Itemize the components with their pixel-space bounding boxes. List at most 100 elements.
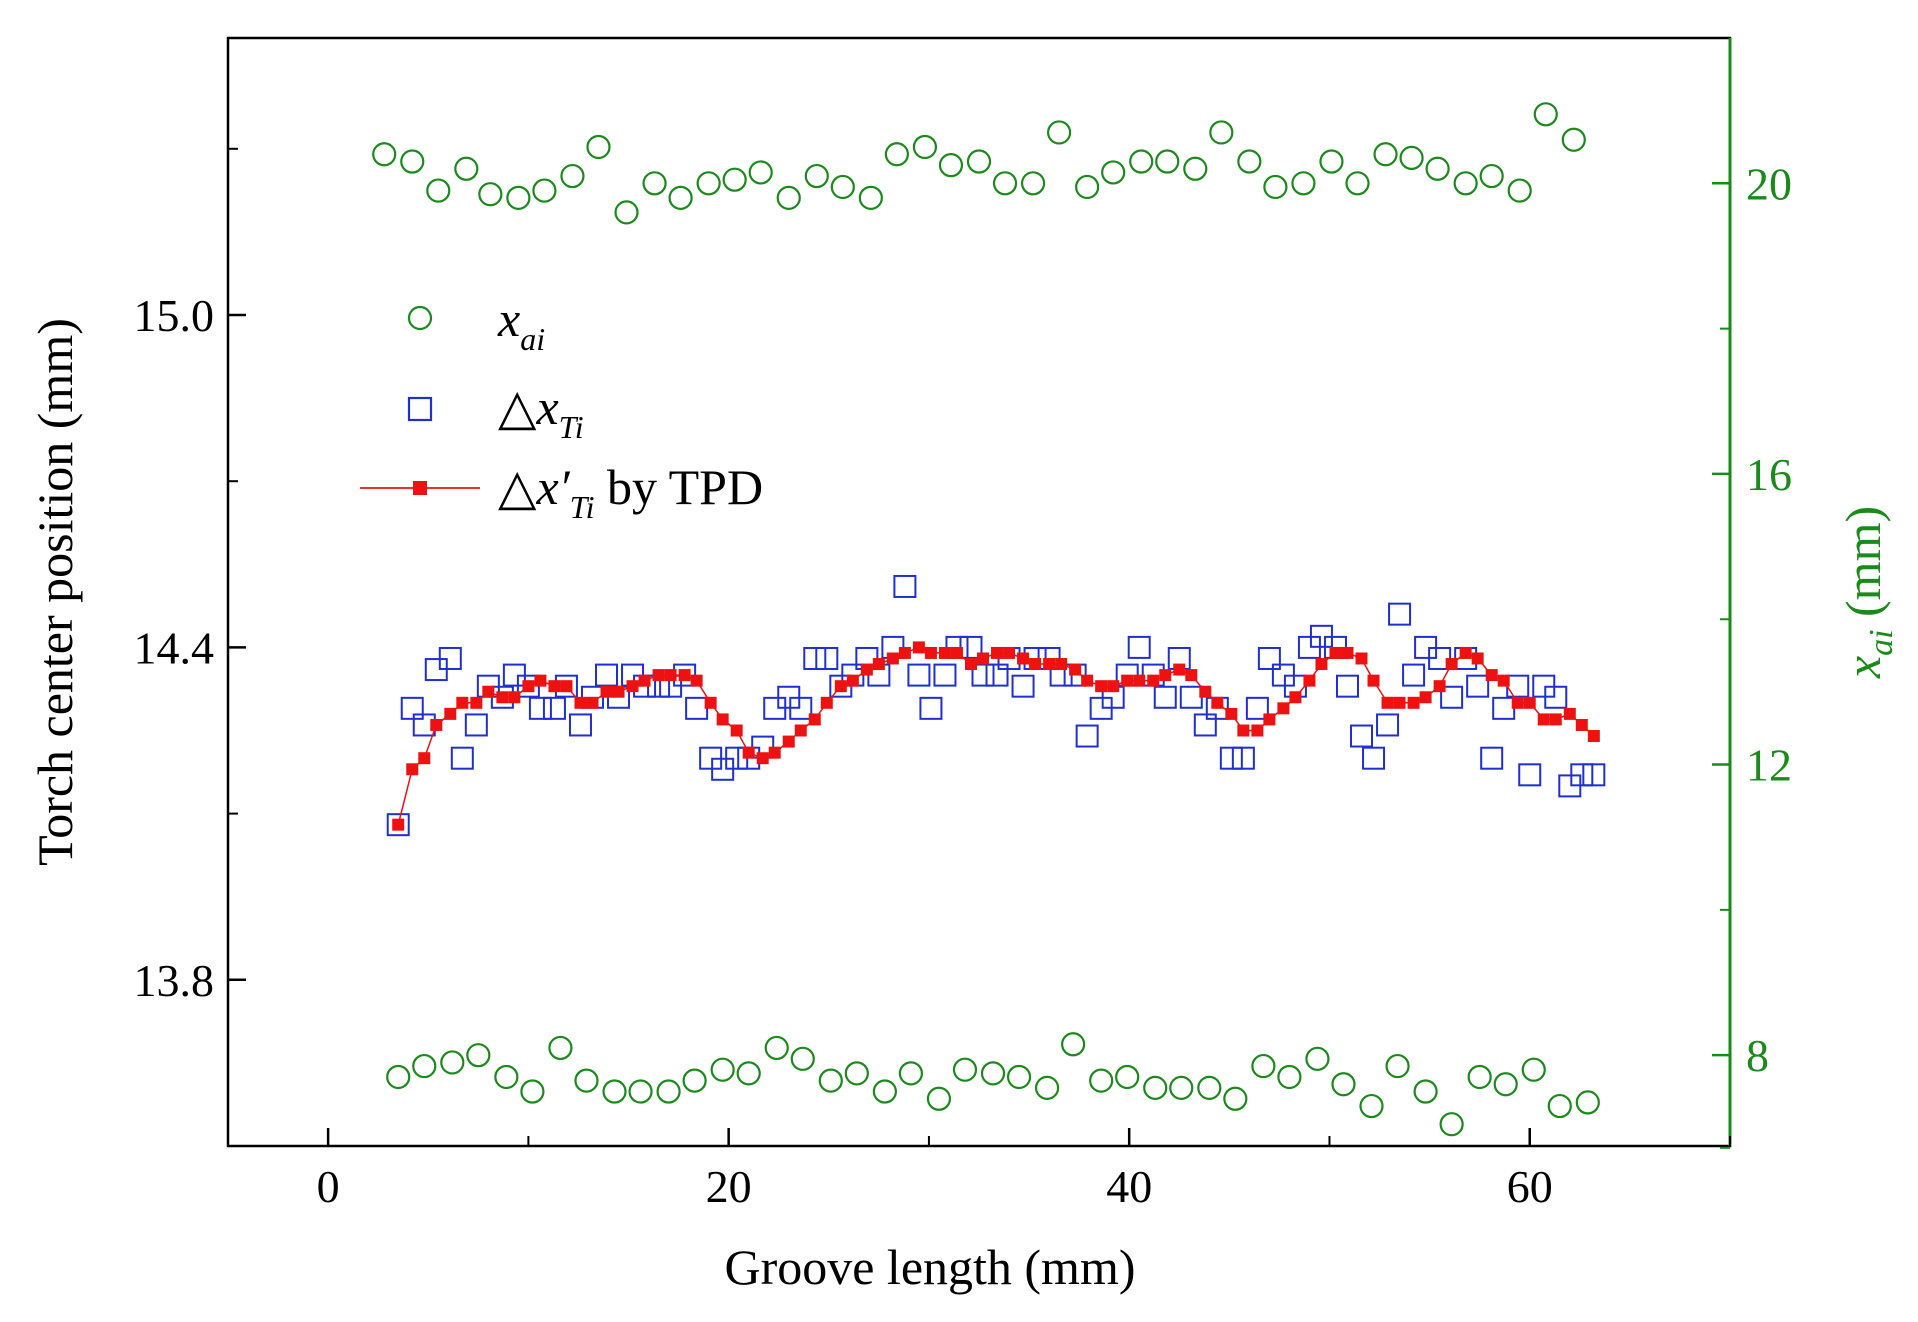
- delta-x-ti-prime-point: [1523, 696, 1536, 709]
- xai-point: [1169, 1075, 1194, 1100]
- delta-x-ti-prime-point: [1003, 646, 1016, 659]
- legend-item-xai: xai: [407, 291, 545, 357]
- delta-x-ti-point: [789, 696, 813, 720]
- x-axis-ticks: 0 20 40 60: [317, 1128, 1731, 1212]
- xai-point: [574, 1068, 599, 1093]
- y-axis-label: Torch center position (mm): [27, 318, 83, 866]
- legend-label-xai: xai: [497, 291, 545, 357]
- xai-point: [1359, 1093, 1384, 1119]
- xai-point: [1319, 149, 1344, 174]
- xai-point: [642, 171, 667, 196]
- xai-point: [858, 185, 883, 210]
- delta-x-ti-point: [803, 646, 827, 670]
- legend-marker-xai: [407, 305, 433, 331]
- xai-point: [1291, 171, 1316, 196]
- y-tick-label: 14.4: [134, 622, 215, 673]
- delta-x-ti-point: [815, 646, 839, 670]
- legend-item-delta-x-ti: △xTi: [407, 379, 584, 445]
- delta-x-ti-point: [1075, 724, 1099, 748]
- xai-point: [1047, 120, 1072, 145]
- xai-point: [748, 160, 773, 185]
- xai-point: [1251, 1053, 1276, 1079]
- right-y-axis-label-main: x: [1835, 656, 1891, 679]
- xai-point: [736, 1061, 761, 1086]
- delta-x-ti-point: [1362, 746, 1386, 770]
- delta-x-ti-point: [971, 663, 995, 687]
- xai-point: [1561, 127, 1586, 152]
- delta-x-ti-point: [919, 696, 943, 720]
- xai-point: [532, 178, 557, 203]
- delta-x-ti-prime-point: [1303, 674, 1316, 687]
- delta-x-ti-prime-point: [1419, 691, 1432, 704]
- delta-x-ti-prime-point: [846, 674, 859, 687]
- x-tick-label: 20: [706, 1161, 752, 1212]
- delta-x-ti-prime-point: [742, 746, 755, 759]
- delta-x-ti-point: [1492, 696, 1516, 720]
- delta-x-ti-point: [1544, 685, 1568, 709]
- delta-x-ti-prime-point: [1587, 730, 1600, 743]
- delta-x-ti-prime-point: [1029, 658, 1042, 671]
- delta-x-ti-prime-point: [1537, 713, 1550, 726]
- delta-x-ti-point: [1231, 746, 1255, 770]
- xai-point: [1237, 149, 1262, 174]
- delta-x-ti-prime-point: [898, 646, 911, 659]
- xai-point: [1467, 1064, 1492, 1090]
- xai-point: [926, 1086, 952, 1111]
- delta-x-ti-prime-point: [1159, 669, 1172, 682]
- delta-x-ti-prime-point: [418, 752, 431, 765]
- delta-x-ti-prime-point: [508, 691, 521, 704]
- delta-x-ti-prime-point: [886, 652, 899, 665]
- delta-x-ti-prime-point: [950, 646, 963, 659]
- delta-x-ti-prime-point: [1407, 696, 1420, 709]
- right-y-axis-ticks: 8 12 16 20: [1712, 158, 1792, 1149]
- xai-point: [710, 1057, 735, 1082]
- xai-point: [466, 1043, 491, 1068]
- delta-x-ti-prime-point: [1173, 663, 1186, 676]
- delta-x-ti-prime-point: [392, 818, 405, 831]
- xai-point: [884, 142, 909, 167]
- delta-x-ti-point: [1518, 763, 1542, 787]
- xai-point: [1034, 1075, 1060, 1100]
- delta-x-ti-prime-point: [1095, 680, 1108, 693]
- delta-x-ti-point: [1388, 602, 1412, 626]
- delta-x-ti-point: [685, 696, 709, 720]
- delta-x-ti-prime-point: [1211, 696, 1224, 709]
- delta-x-ti-prime-point: [1563, 707, 1576, 720]
- delta-x-ti-point: [595, 663, 619, 687]
- xai-point: [1183, 156, 1208, 181]
- delta-x-ti-point: [1466, 674, 1490, 698]
- delta-x-ti-prime-point: [678, 669, 691, 682]
- delta-x-ti-point: [1376, 713, 1400, 737]
- delta-x-ti-prime-point: [612, 685, 625, 698]
- delta-x-ti-point: [1219, 746, 1243, 770]
- delta-x-ti-prime-point: [808, 713, 821, 726]
- delta-x-ti-prime-point: [1055, 658, 1068, 671]
- delta-x-ti-prime-point: [652, 669, 665, 682]
- xai-point: [386, 1064, 411, 1090]
- delta-x-ti-prime-point: [496, 691, 509, 704]
- delta-x-ti-point: [1480, 746, 1504, 770]
- delta-x-ti-prime-point: [924, 646, 937, 659]
- delta-x-ti-prime-point: [1549, 713, 1562, 726]
- y2-tick-label: 20: [1746, 158, 1792, 209]
- xai-point: [966, 149, 992, 174]
- delta-x-ti-prime-point: [820, 696, 833, 709]
- delta-x-ti-prime-point: [638, 674, 651, 687]
- legend-marker-delta-x-ti: [407, 396, 433, 422]
- series-delta-x-ti-prime: [392, 641, 1600, 831]
- delta-x-ti-prime-point: [704, 696, 717, 709]
- x-tick-label: 60: [1507, 1161, 1553, 1212]
- xai-point: [722, 167, 747, 192]
- xai-point: [1385, 1053, 1410, 1079]
- delta-x-ti-prime-point: [1471, 652, 1484, 665]
- xai-point: [696, 171, 721, 196]
- delta-x-ti-prime-point: [1445, 658, 1458, 671]
- xai-point: [1155, 149, 1180, 174]
- delta-x-ti-point: [907, 663, 931, 687]
- delta-x-ti-point: [464, 713, 488, 737]
- delta-x-ti-prime-point: [716, 713, 729, 726]
- series-xai: [372, 102, 1600, 1137]
- delta-x-ti-point: [1245, 696, 1269, 720]
- xai-point: [426, 178, 451, 203]
- y2-tick-label: 8: [1746, 1030, 1769, 1081]
